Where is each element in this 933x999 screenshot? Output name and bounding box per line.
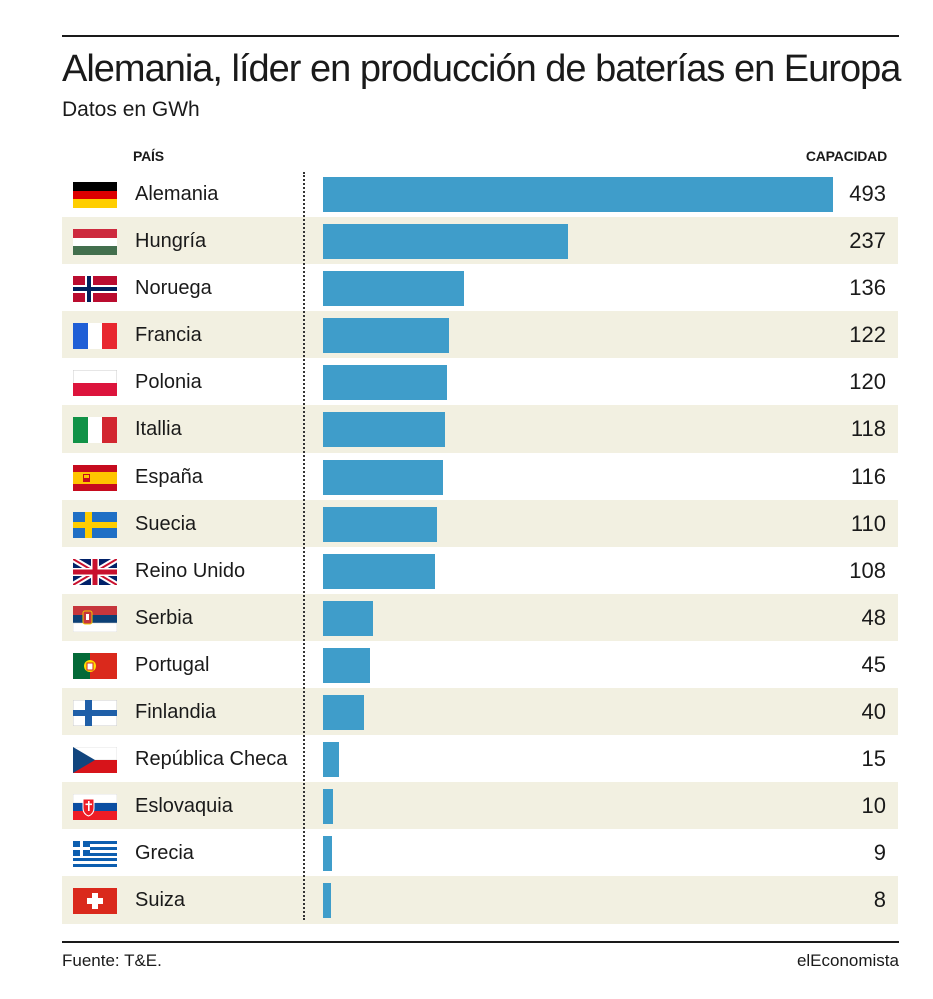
bar <box>323 600 373 636</box>
data-label: 120 <box>849 369 886 395</box>
germany-flag-icon <box>73 182 117 208</box>
brand-logo-text: elEconomista <box>796 951 899 970</box>
bar <box>323 553 435 589</box>
category-label: Grecia <box>135 842 194 865</box>
france-flag-icon <box>73 323 117 350</box>
category-label: Eslovaquia <box>135 795 233 818</box>
top-rule <box>62 35 899 37</box>
data-label: 493 <box>849 181 886 206</box>
bar <box>323 412 446 448</box>
table-row: España 116 <box>62 453 898 500</box>
category-label: Polonia <box>135 371 202 394</box>
data-label: 108 <box>849 557 886 583</box>
slovakia-flag-icon <box>73 794 117 821</box>
bar <box>323 883 332 919</box>
category-label: Suiza <box>135 889 186 912</box>
bar <box>323 836 333 872</box>
category-label: Portugal <box>135 653 210 676</box>
data-label: 118 <box>850 416 886 442</box>
table-row: Suiza 8 <box>62 876 898 924</box>
bottom-rule <box>62 941 899 943</box>
data-label: 15 <box>861 746 886 772</box>
bar <box>323 506 437 542</box>
portugal-flag-icon <box>73 652 117 679</box>
data-label: 136 <box>849 275 886 301</box>
data-label: 8 <box>873 887 886 913</box>
column-header-capacity: CAPACIDAD <box>805 148 887 164</box>
table-row: Hungría 237 <box>62 217 898 265</box>
table-row: Francia 122 <box>62 311 898 359</box>
data-label: 116 <box>850 463 886 489</box>
data-label: 48 <box>861 604 886 630</box>
bar <box>323 177 833 212</box>
bar <box>323 459 443 495</box>
category-label: Finlandia <box>135 701 217 724</box>
source-note: Fuente: T&E. <box>62 951 162 970</box>
table-row: Portugal 45 <box>62 641 898 688</box>
bar <box>323 365 448 401</box>
data-label: 45 <box>861 651 886 677</box>
bar <box>323 318 450 354</box>
bar <box>323 742 339 778</box>
table-row: Polonia 120 <box>62 358 898 405</box>
finland-flag-icon <box>73 700 117 727</box>
category-label: Alemania <box>135 183 219 205</box>
category-label: España <box>135 465 203 488</box>
chart-subtitle: Datos en GWh <box>62 98 200 121</box>
category-label: Itallia <box>135 418 182 441</box>
chart-title: Alemania, líder en producción de batería… <box>62 48 901 90</box>
table-row: Noruega 136 <box>62 264 898 311</box>
table-row: República Checa 15 <box>62 735 898 782</box>
category-label: Reino Unido <box>135 559 246 582</box>
data-label: 10 <box>861 793 886 819</box>
data-label: 9 <box>873 840 886 866</box>
bar <box>323 271 464 307</box>
hungary-flag-icon <box>73 229 117 256</box>
bar <box>323 789 334 825</box>
czech-flag-icon <box>73 747 117 774</box>
spain-flag-icon <box>73 464 117 491</box>
data-label: 237 <box>849 228 886 254</box>
table-row: Eslovaquia 10 <box>62 782 898 830</box>
table-row: Finlandia 40 <box>62 688 898 736</box>
italy-flag-icon <box>73 417 117 444</box>
category-label: República Checa <box>135 748 288 771</box>
table-row: Alemania 493 <box>62 170 898 217</box>
column-header-country: PAÍS <box>133 148 164 164</box>
bar-chart: Alemania 493 Hungría 237 Noruega 136 Francia 12… <box>62 170 898 924</box>
sweden-flag-icon <box>73 511 117 538</box>
table-row: Suecia 110 <box>62 499 898 547</box>
category-label: Francia <box>135 324 202 347</box>
category-label: Hungría <box>135 230 207 253</box>
table-row: Serbia 48 <box>62 593 898 641</box>
table-row: Reino Unido 108 <box>62 547 898 594</box>
category-label: Serbia <box>135 606 193 629</box>
bar <box>323 224 569 260</box>
bar <box>323 647 370 683</box>
poland-flag-icon <box>73 370 117 397</box>
norway-flag-icon <box>73 276 117 303</box>
category-label: Noruega <box>135 277 212 300</box>
table-row: Itallia 118 <box>62 405 898 453</box>
bar <box>323 695 365 731</box>
greece-flag-icon <box>73 841 117 868</box>
data-label: 110 <box>850 510 886 536</box>
switzerland-flag-icon <box>73 888 117 915</box>
data-label: 40 <box>861 699 886 725</box>
uk-flag-icon <box>73 558 117 585</box>
category-label: Suecia <box>135 512 197 535</box>
serbia-flag-icon <box>73 605 117 632</box>
data-label: 122 <box>849 322 886 348</box>
dotted-divider <box>303 172 305 920</box>
table-row: Grecia 9 <box>62 829 898 876</box>
